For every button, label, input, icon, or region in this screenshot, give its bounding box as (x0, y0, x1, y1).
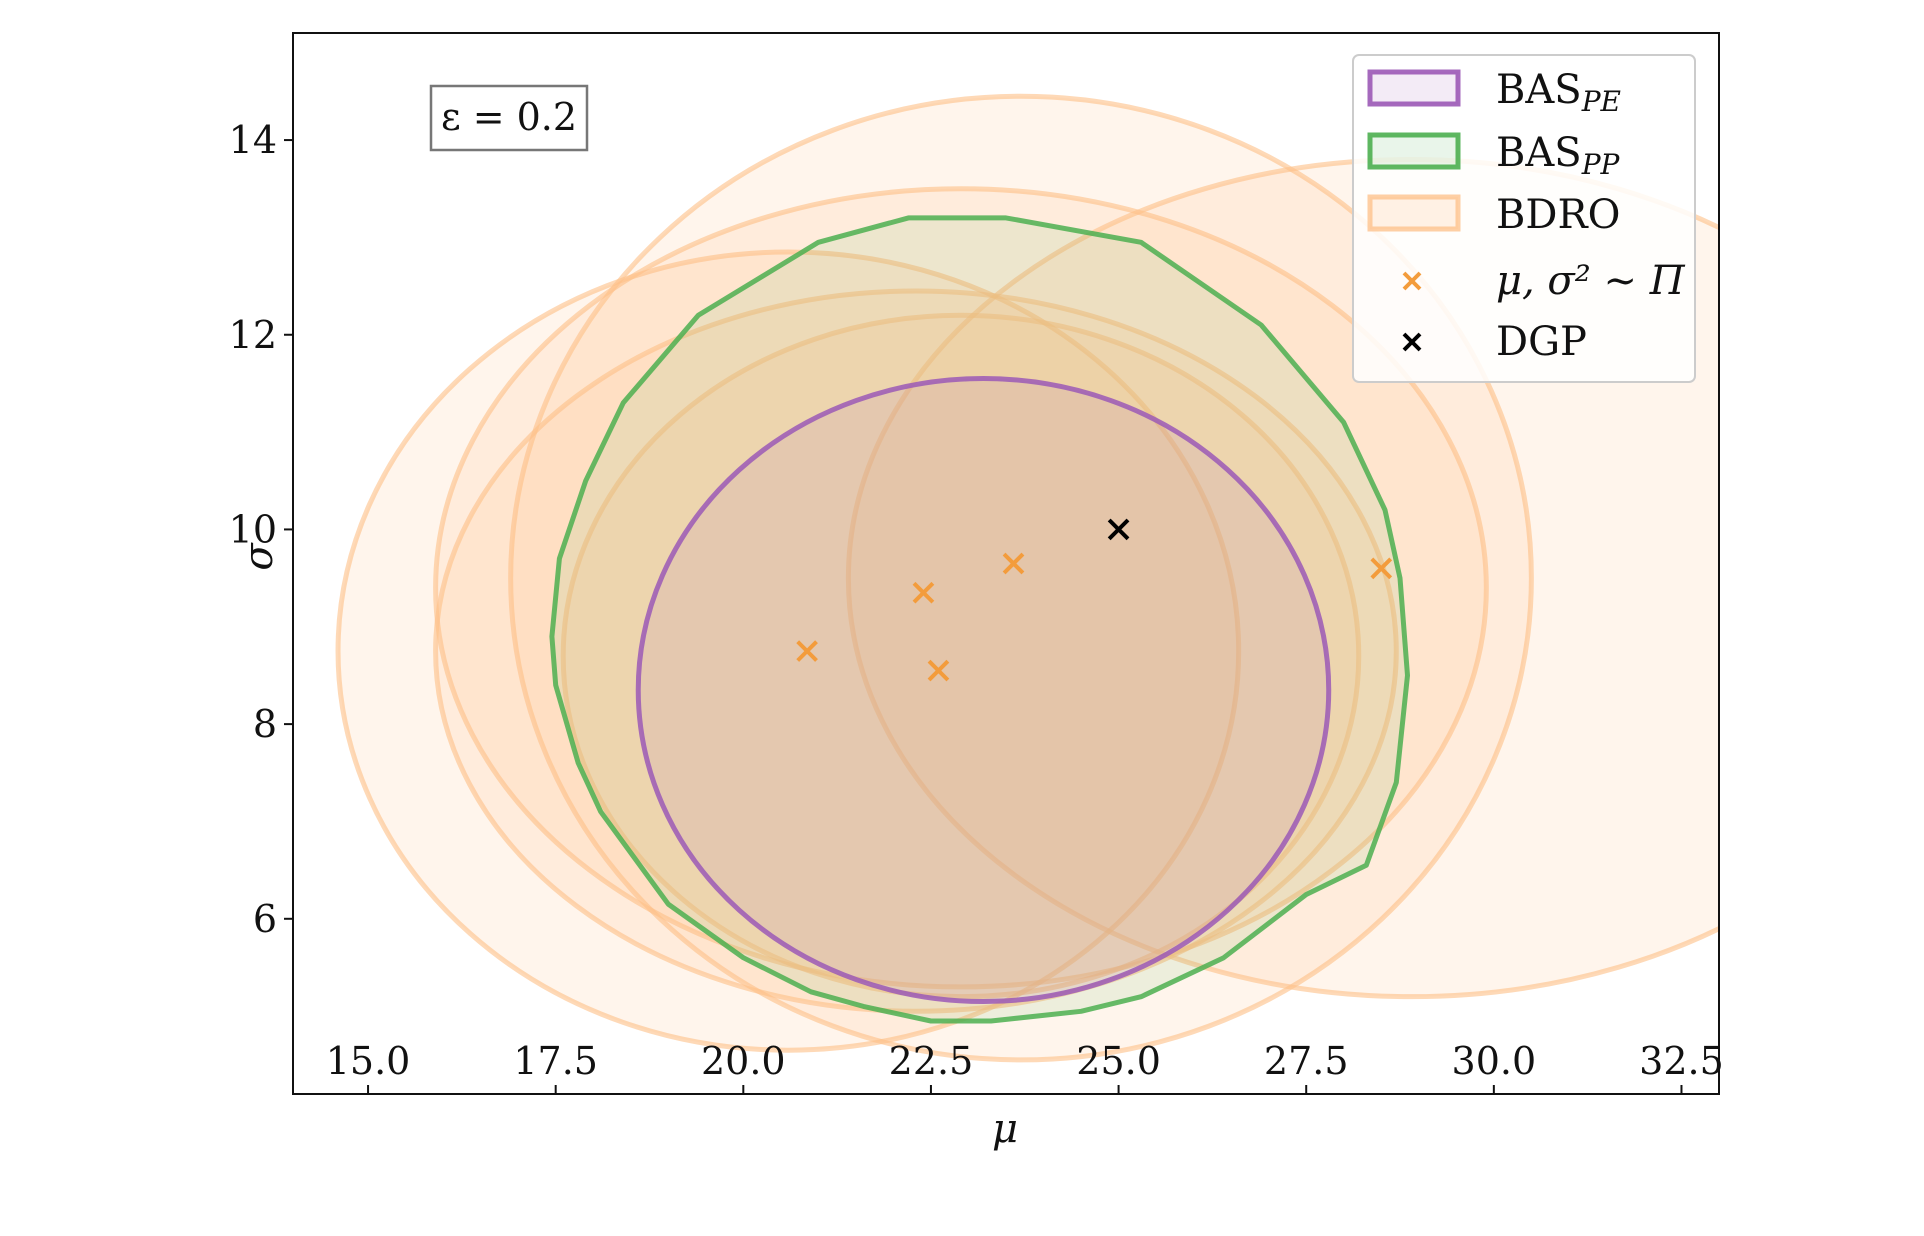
bas-pe-region-group (635, 376, 1332, 1005)
legend-label-bas-pp-main: BAS (1496, 130, 1582, 176)
bas-pp-region-group (549, 215, 1410, 1024)
legend-label-dgp: DGP (1496, 319, 1587, 365)
legend-label-samples: μ, σ² ∼ Π (1496, 258, 1686, 304)
legend: BASPE BASPP BDRO μ, σ² ∼ Π DGP (1352, 54, 1696, 383)
annotation-box (429, 84, 589, 152)
annotation-text: ε = 0.2 (441, 95, 577, 139)
legend-label-bdro: BDRO (1496, 192, 1620, 238)
x-tick-label-4: 25.0 (1076, 1039, 1161, 1083)
x-axis-label: μ (992, 1106, 1018, 1152)
bas-pp-region (549, 215, 1410, 1024)
sample-point-3 (927, 659, 950, 682)
y-axis: 6 8 10 12 14 (229, 118, 293, 941)
legend-label-bas-pe: BASPE (1496, 67, 1621, 118)
legend-swatch-bas-pp (1367, 132, 1461, 170)
x-axis: 15.0 17.5 20.0 22.5 25.0 27.5 30.0 32.5 (326, 1039, 1724, 1094)
y-tick-label-1: 8 (253, 702, 277, 746)
y-tick-label-0: 6 (253, 897, 277, 941)
legend-label-bas-pe-main: BAS (1496, 67, 1582, 113)
bas-pe-region (635, 376, 1332, 1005)
sample-point-5 (1370, 557, 1393, 580)
plot-frame (292, 32, 1720, 1095)
legend-label-bas-pp-sub: PP (1581, 148, 1621, 181)
sample-point-4 (1002, 552, 1025, 575)
legend-marker-samples (1402, 271, 1422, 291)
x-tick-label-1: 17.5 (513, 1039, 598, 1083)
legend-marker-dgp (1402, 332, 1422, 352)
scatter-points (796, 518, 1393, 682)
dgp-point-1 (1107, 518, 1130, 541)
legend-label-bas-pe-sub: PE (1581, 85, 1621, 118)
epsilon-annotation: ε = 0.2 (429, 84, 589, 152)
y-tick-label-2: 10 (229, 507, 277, 551)
x-tick-label-3: 22.5 (889, 1039, 974, 1083)
bdro-region-6 (560, 312, 1362, 1000)
sample-point-1 (796, 640, 818, 662)
x-tick-label-6: 30.0 (1452, 1039, 1537, 1083)
bdro-region-3 (508, 93, 1534, 1063)
x-tick-label-2: 20.0 (701, 1039, 786, 1083)
y-axis-label: σ (236, 542, 282, 571)
sample-point-2 (912, 581, 935, 604)
x-tick-label-0: 15.0 (326, 1039, 411, 1083)
legend-swatch-bas-pe (1367, 69, 1461, 107)
x-tick-label-7: 32.5 (1639, 1039, 1724, 1083)
bdro-region-2 (433, 186, 1489, 990)
y-tick-label-3: 12 (229, 313, 277, 357)
y-tick-label-4: 14 (229, 118, 277, 162)
legend-swatch-bdro (1367, 194, 1461, 232)
legend-label-bas-pp: BASPP (1496, 130, 1621, 181)
x-tick-label-5: 27.5 (1264, 1039, 1349, 1083)
